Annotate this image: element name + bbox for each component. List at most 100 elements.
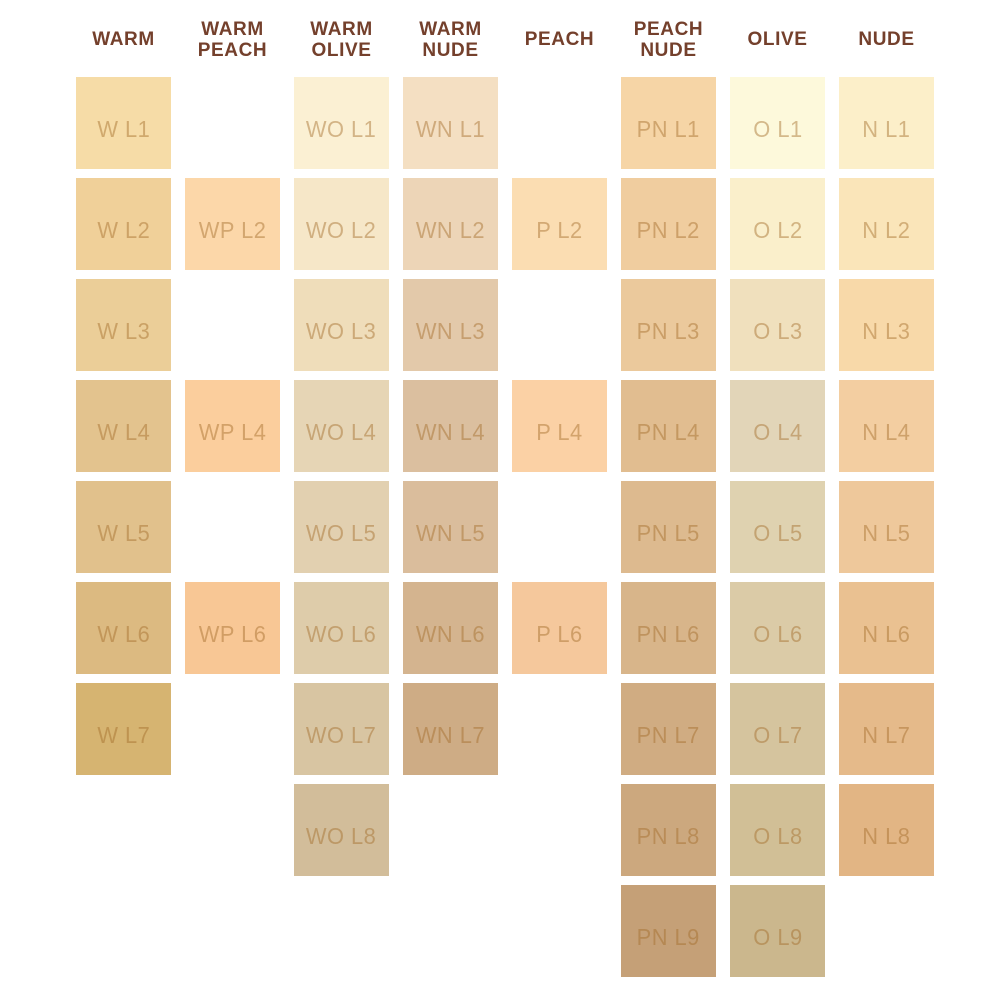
shade-code-label: WP L4 bbox=[198, 419, 267, 445]
shade-swatch-pn-l7: PN L7 bbox=[621, 683, 716, 775]
column-header-peach: PEACH bbox=[524, 29, 595, 51]
shade-code-label: N L7 bbox=[862, 722, 911, 748]
shade-swatch-o-l7: O L7 bbox=[730, 683, 825, 775]
shade-swatch-wp-l4: WP L4 bbox=[185, 380, 280, 472]
shade-swatch-pn-l3: PN L3 bbox=[621, 279, 716, 371]
shade-code-label: PN L3 bbox=[636, 318, 701, 344]
shade-swatch-w-l2: W L2 bbox=[76, 178, 171, 270]
shade-code-label: P L6 bbox=[536, 621, 583, 647]
shade-code-label: N L1 bbox=[862, 116, 911, 142]
shade-swatch-wp-l6: WP L6 bbox=[185, 582, 280, 674]
shade-code-label: N L4 bbox=[862, 419, 911, 445]
shade-swatch-o-l9: O L9 bbox=[730, 885, 825, 977]
shade-swatch-wn-l1: WN L1 bbox=[403, 77, 498, 169]
shade-code-label: O L3 bbox=[752, 318, 803, 344]
shade-code-label: WN L3 bbox=[415, 318, 486, 344]
shade-swatch-wo-l7: WO L7 bbox=[294, 683, 389, 775]
shade-code-label: WN L4 bbox=[415, 419, 486, 445]
shade-code-label: W L6 bbox=[97, 621, 150, 647]
shade-code-label: W L4 bbox=[97, 419, 150, 445]
shade-code-label: O L1 bbox=[752, 116, 803, 142]
shade-code-label: W L5 bbox=[97, 520, 150, 546]
shade-code-label: WN L6 bbox=[415, 621, 486, 647]
column-header-warm: WARM bbox=[92, 29, 155, 51]
shade-swatch-pn-l9: PN L9 bbox=[621, 885, 716, 977]
shade-code-label: WN L1 bbox=[415, 116, 486, 142]
shade-swatch-wo-l1: WO L1 bbox=[294, 77, 389, 169]
shade-code-label: W L2 bbox=[97, 217, 150, 243]
shade-swatch-n-l8: N L8 bbox=[839, 784, 934, 876]
shade-code-label: W L1 bbox=[97, 116, 150, 142]
shade-swatch-wn-l7: WN L7 bbox=[403, 683, 498, 775]
shade-swatch-o-l5: O L5 bbox=[730, 481, 825, 573]
column-header-peach-nude: PEACH NUDE bbox=[633, 18, 704, 61]
shade-code-label: N L6 bbox=[862, 621, 911, 647]
shade-code-label: WN L5 bbox=[415, 520, 486, 546]
shade-code-label: WP L2 bbox=[198, 217, 267, 243]
shade-swatch-pn-l2: PN L2 bbox=[621, 178, 716, 270]
shade-code-label: PN L9 bbox=[636, 924, 701, 950]
shade-code-label: N L5 bbox=[862, 520, 911, 546]
shade-swatch-pn-l6: PN L6 bbox=[621, 582, 716, 674]
column-header-warm-nude: WARM NUDE bbox=[419, 18, 482, 61]
shade-code-label: O L7 bbox=[752, 722, 803, 748]
shade-code-label: WP L6 bbox=[198, 621, 267, 647]
shade-swatch-o-l2: O L2 bbox=[730, 178, 825, 270]
shade-swatch-pn-l5: PN L5 bbox=[621, 481, 716, 573]
shade-swatch-pn-l1: PN L1 bbox=[621, 77, 716, 169]
shade-swatch-pn-l8: PN L8 bbox=[621, 784, 716, 876]
shade-swatch-p-l4: P L4 bbox=[512, 380, 607, 472]
shade-swatch-o-l3: O L3 bbox=[730, 279, 825, 371]
shade-code-label: PN L6 bbox=[636, 621, 701, 647]
shade-code-label: O L2 bbox=[752, 217, 803, 243]
shade-swatch-wn-l3: WN L3 bbox=[403, 279, 498, 371]
shade-swatch-w-l4: W L4 bbox=[76, 380, 171, 472]
shade-code-label: PN L5 bbox=[636, 520, 701, 546]
shade-swatch-n-l5: N L5 bbox=[839, 481, 934, 573]
shade-swatch-o-l4: O L4 bbox=[730, 380, 825, 472]
shade-swatch-wp-l2: WP L2 bbox=[185, 178, 280, 270]
column-header-warm-olive: WARM OLIVE bbox=[310, 18, 373, 61]
shade-swatch-w-l1: W L1 bbox=[76, 77, 171, 169]
shade-code-label: P L2 bbox=[536, 217, 583, 243]
shade-code-label: WN L2 bbox=[415, 217, 486, 243]
shade-swatch-wo-l6: WO L6 bbox=[294, 582, 389, 674]
shade-swatch-p-l2: P L2 bbox=[512, 178, 607, 270]
shade-code-label: P L4 bbox=[536, 419, 583, 445]
shade-swatch-n-l3: N L3 bbox=[839, 279, 934, 371]
shade-swatch-wn-l4: WN L4 bbox=[403, 380, 498, 472]
shade-swatch-wo-l5: WO L5 bbox=[294, 481, 389, 573]
shade-swatch-wo-l3: WO L3 bbox=[294, 279, 389, 371]
shade-swatch-w-l3: W L3 bbox=[76, 279, 171, 371]
shade-code-label: WO L4 bbox=[306, 419, 377, 445]
shade-swatch-wn-l2: WN L2 bbox=[403, 178, 498, 270]
shade-swatch-n-l6: N L6 bbox=[839, 582, 934, 674]
shade-code-label: PN L2 bbox=[636, 217, 701, 243]
shade-grid: WARM WARM PEACH WARM OLIVE WARM NUDE PEA… bbox=[76, 12, 934, 977]
shade-swatch-wo-l2: WO L2 bbox=[294, 178, 389, 270]
shade-swatch-wn-l5: WN L5 bbox=[403, 481, 498, 573]
shade-swatch-n-l7: N L7 bbox=[839, 683, 934, 775]
shade-code-label: WN L7 bbox=[415, 722, 486, 748]
shade-code-label: WO L7 bbox=[306, 722, 377, 748]
shade-swatch-o-l1: O L1 bbox=[730, 77, 825, 169]
shade-code-label: WO L6 bbox=[306, 621, 377, 647]
column-header-nude: NUDE bbox=[858, 29, 915, 51]
shade-swatch-o-l6: O L6 bbox=[730, 582, 825, 674]
shade-swatch-o-l8: O L8 bbox=[730, 784, 825, 876]
shade-code-label: O L5 bbox=[752, 520, 803, 546]
shade-swatch-wo-l4: WO L4 bbox=[294, 380, 389, 472]
shade-swatch-p-l6: P L6 bbox=[512, 582, 607, 674]
shade-code-label: N L2 bbox=[862, 217, 911, 243]
shade-code-label: N L3 bbox=[862, 318, 911, 344]
shade-code-label: O L8 bbox=[752, 823, 803, 849]
shade-code-label: W L7 bbox=[97, 722, 150, 748]
shade-swatch-pn-l4: PN L4 bbox=[621, 380, 716, 472]
shade-code-label: WO L3 bbox=[306, 318, 377, 344]
shade-swatch-n-l1: N L1 bbox=[839, 77, 934, 169]
shade-swatch-w-l7: W L7 bbox=[76, 683, 171, 775]
shade-code-label: PN L1 bbox=[636, 116, 701, 142]
shade-code-label: PN L8 bbox=[636, 823, 701, 849]
shade-swatch-wo-l8: WO L8 bbox=[294, 784, 389, 876]
